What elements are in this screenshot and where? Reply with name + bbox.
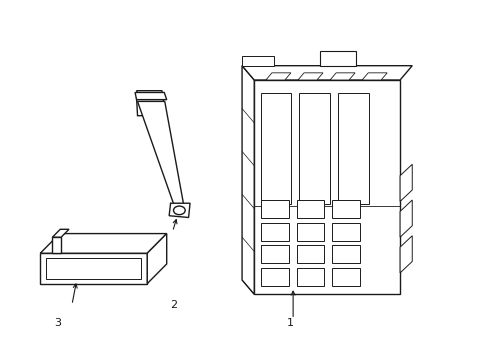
Polygon shape [362,73,386,80]
Polygon shape [399,164,411,202]
Polygon shape [260,222,288,241]
Polygon shape [399,200,411,237]
Polygon shape [40,253,147,284]
Polygon shape [136,91,163,98]
Polygon shape [329,73,354,80]
Text: 2: 2 [170,300,177,310]
Polygon shape [296,267,324,286]
Polygon shape [52,237,61,253]
Text: 1: 1 [286,318,294,328]
Polygon shape [296,245,324,263]
Polygon shape [331,200,359,218]
Polygon shape [254,80,399,294]
Polygon shape [260,267,288,286]
Polygon shape [46,257,141,279]
Polygon shape [260,93,291,204]
Polygon shape [296,200,324,218]
Circle shape [173,206,185,215]
Polygon shape [399,236,411,273]
Polygon shape [169,203,190,217]
Polygon shape [52,229,69,237]
Polygon shape [242,56,274,66]
Polygon shape [319,51,356,66]
Polygon shape [260,245,288,263]
Polygon shape [297,73,323,80]
Polygon shape [299,93,329,204]
Polygon shape [135,93,166,100]
Polygon shape [265,73,290,80]
Polygon shape [331,245,359,263]
Text: 3: 3 [54,318,61,328]
Polygon shape [147,234,166,284]
Polygon shape [296,222,324,241]
Polygon shape [40,234,166,253]
Polygon shape [337,93,368,204]
Polygon shape [136,98,164,116]
Polygon shape [242,66,254,294]
Polygon shape [137,102,183,205]
Polygon shape [331,267,359,286]
Polygon shape [331,222,359,241]
Polygon shape [260,200,288,218]
Polygon shape [242,66,411,80]
